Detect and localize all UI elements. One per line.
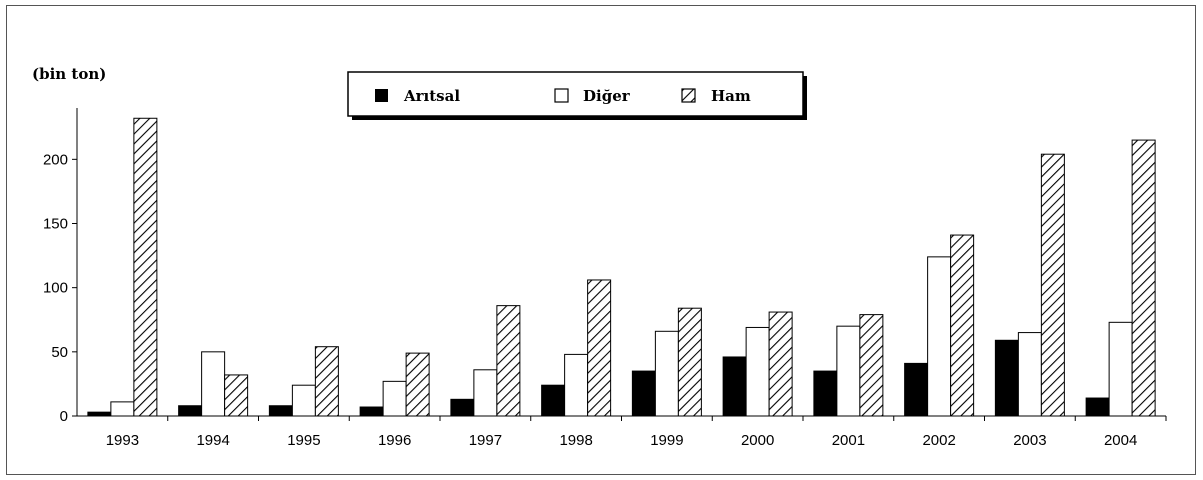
legend: Arıtsal Diğer Ham (347, 71, 807, 120)
bar-diğer (382, 380, 407, 417)
legend-swatch-aritsal (375, 89, 388, 102)
bar-ham (133, 117, 158, 417)
bar-arıtsal (994, 339, 1019, 417)
bar-ham (314, 346, 339, 417)
bar-ham (859, 314, 884, 417)
x-tick-label: 2004 (1104, 432, 1137, 449)
bar-diğer (1017, 332, 1042, 417)
bars (87, 117, 1156, 417)
bar-arıtsal (722, 356, 747, 417)
axes (72, 108, 1167, 421)
bar-ham (768, 311, 793, 417)
bar-diğer (473, 369, 498, 417)
tick-labels: 0 50 100 150 200 1993 1994 1995 1996 1997 1998 1999… (43, 151, 1137, 449)
x-tick-label: 2002 (922, 432, 955, 449)
y-tick-label: 200 (43, 151, 68, 168)
y-tick-label: 0 (60, 408, 68, 425)
x-tick-label: 1997 (469, 432, 502, 449)
bar-arıtsal (904, 362, 929, 417)
legend-label-diger: Diğer (583, 87, 631, 105)
x-tick-label: 2003 (1013, 432, 1046, 449)
bar-ham (1040, 153, 1065, 417)
bar-ham (405, 352, 430, 417)
y-unit-label: (bin ton) (32, 65, 106, 83)
bar-arıtsal (359, 406, 384, 417)
y-tick-label: 150 (43, 216, 68, 233)
bar-arıtsal (450, 398, 475, 417)
legend-label-ham: Ham (711, 87, 751, 105)
bar-ham (587, 279, 612, 417)
bar-arıtsal (178, 405, 203, 417)
x-tick-label: 1998 (559, 432, 592, 449)
bar-diğer (201, 351, 226, 417)
bar-diğer (927, 256, 952, 417)
bar-arıtsal (631, 370, 656, 417)
bar-arıtsal (1085, 397, 1110, 417)
x-tick-label: 1999 (650, 432, 683, 449)
bar-arıtsal (268, 405, 293, 417)
bar-diğer (110, 401, 135, 417)
bar-arıtsal (541, 384, 566, 417)
bar-ham (224, 374, 249, 417)
bar-diğer (836, 325, 861, 417)
bar-diğer (564, 353, 589, 417)
legend-label-aritsal: Arıtsal (403, 87, 460, 105)
bar-arıtsal (813, 370, 838, 417)
bar-arıtsal (87, 411, 112, 417)
legend-box (347, 71, 804, 117)
x-tick-label: 1996 (378, 432, 411, 449)
bar-diğer (1108, 321, 1133, 417)
legend-swatch-diger (554, 88, 569, 103)
bar-ham (496, 305, 521, 417)
bar-diğer (745, 326, 770, 417)
x-tick-label: 1995 (287, 432, 320, 449)
x-tick-label: 2000 (741, 432, 774, 449)
bar-ham (950, 234, 975, 417)
bar-ham (1131, 139, 1156, 417)
bar-diğer (291, 384, 316, 417)
x-tick-label: 1993 (106, 432, 139, 449)
bar-ham (677, 307, 702, 417)
y-tick-label: 50 (51, 344, 68, 361)
y-tick-label: 100 (43, 280, 68, 297)
x-tick-label: 2001 (832, 432, 865, 449)
legend-swatch-ham (681, 88, 696, 103)
bar-diğer (654, 330, 679, 417)
x-tick-label: 1994 (196, 432, 229, 449)
